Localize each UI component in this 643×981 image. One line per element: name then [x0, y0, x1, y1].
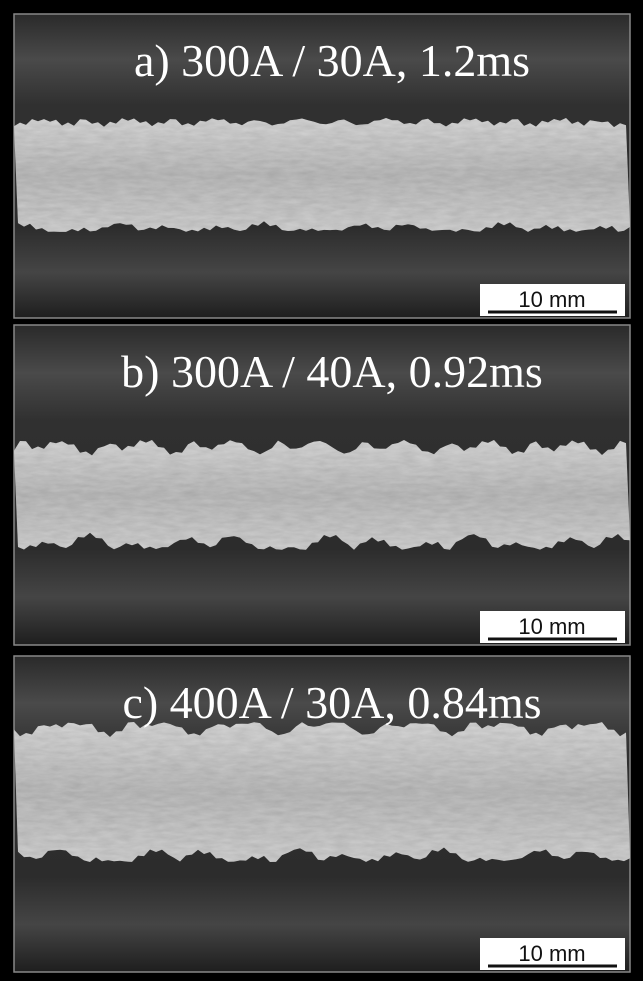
panel: b) 300A / 40A, 0.92ms 10 mm: [14, 325, 630, 645]
scale-bar-label: 10 mm: [518, 614, 585, 639]
page: a) 300A / 30A, 1.2ms10 mmb) 300A / 40A, …: [0, 0, 643, 981]
figure: a) 300A / 30A, 1.2ms10 mmb) 300A / 40A, …: [0, 0, 643, 981]
panel-label: a) 300A / 30A, 1.2ms: [134, 35, 530, 86]
scale-bar-label: 10 mm: [518, 287, 585, 312]
weld-bead: [14, 722, 630, 862]
weld-bead: [14, 440, 630, 550]
panel: c) 400A / 30A, 0.84ms 10 mm: [14, 656, 630, 972]
scale-bar-label: 10 mm: [518, 941, 585, 966]
weld-bead: [14, 118, 630, 232]
panel-label: b) 300A / 40A, 0.92ms: [121, 346, 543, 397]
panel-label: c) 400A / 30A, 0.84ms: [122, 677, 541, 728]
panel: a) 300A / 30A, 1.2ms 10 mm: [14, 14, 630, 318]
